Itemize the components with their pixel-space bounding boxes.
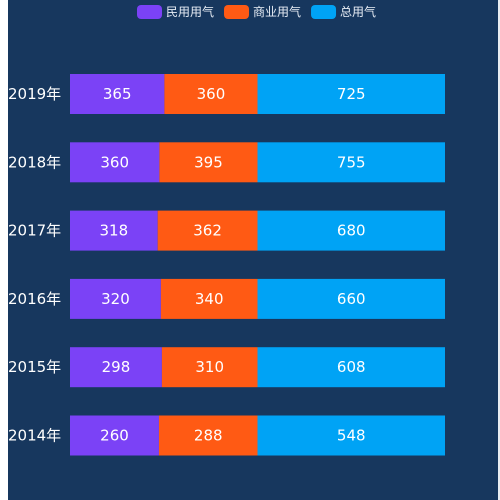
bar-0-4[interactable] [70, 142, 160, 183]
category-label-2: 2016年 [8, 290, 61, 308]
bar-area: 260 288 548 298 310 608 320 340 660 318 362 680 360 3… [70, 74, 445, 456]
data-label-0-3: 318 [100, 222, 129, 240]
category-label-5: 2019年 [8, 85, 61, 103]
bar-0-0[interactable] [70, 415, 159, 456]
data-label-1-3: 362 [193, 222, 222, 240]
bar-1-5[interactable] [164, 74, 258, 114]
page-edge [498, 0, 500, 500]
data-label-1-0: 288 [194, 427, 223, 445]
bar-2-5[interactable] [257, 74, 446, 114]
bar-2-0[interactable] [257, 415, 446, 456]
bar-0-3[interactable] [70, 210, 158, 251]
bar-2-4[interactable] [257, 142, 446, 183]
bar-2-3[interactable] [257, 210, 446, 251]
stacked-bar-chart: 民用用气 商业用气 总用气 260 288 548 298 310 608 320 340 660 3… [8, 4, 445, 456]
bar-0-5[interactable] [70, 74, 165, 114]
data-label-2-1: 608 [337, 358, 366, 376]
bar-0-2[interactable] [70, 278, 161, 319]
category-label-3: 2017年 [8, 222, 61, 240]
bar-1-2[interactable] [160, 278, 258, 319]
data-label-2-5: 725 [337, 85, 366, 103]
category-label-1: 2015年 [8, 358, 61, 376]
category-axis: 2014年 2015年 2016年 2017年 2018年 2019年 [8, 85, 61, 445]
bar-2-2[interactable] [257, 278, 446, 319]
data-label-2-2: 660 [337, 290, 366, 308]
data-label-2-4: 755 [337, 153, 366, 171]
data-label-1-2: 340 [195, 290, 224, 308]
bar-1-3[interactable] [157, 210, 258, 251]
data-label-0-1: 298 [102, 358, 131, 376]
category-label-4: 2018年 [8, 153, 61, 171]
data-label-0-5: 365 [103, 85, 132, 103]
data-label-2-0: 548 [337, 427, 366, 445]
legend: 民用用气 商业用气 总用气 [137, 4, 376, 19]
chart-container: 民用用气 商业用气 总用气 260 288 548 298 310 608 320 340 660 3… [8, 0, 498, 500]
legend-label-0[interactable]: 民用用气 [166, 4, 214, 19]
bar-1-4[interactable] [159, 142, 258, 183]
data-label-1-4: 395 [194, 153, 223, 171]
data-label-0-4: 360 [100, 153, 129, 171]
legend-swatch-1[interactable] [224, 5, 250, 19]
data-label-0-2: 320 [101, 290, 130, 308]
legend-swatch-0[interactable] [137, 5, 162, 19]
data-label-1-1: 310 [195, 358, 224, 376]
category-label-0: 2014年 [8, 427, 61, 445]
bar-1-0[interactable] [158, 415, 258, 456]
bar-2-1[interactable] [257, 347, 446, 388]
data-label-1-5: 360 [197, 85, 226, 103]
legend-label-1[interactable]: 商业用气 [253, 4, 301, 19]
bar-1-1[interactable] [161, 347, 258, 388]
legend-label-2[interactable]: 总用气 [340, 4, 376, 19]
legend-swatch-2[interactable] [311, 5, 337, 19]
data-label-0-0: 260 [100, 427, 129, 445]
data-label-2-3: 680 [337, 222, 366, 240]
bar-0-1[interactable] [70, 347, 162, 388]
